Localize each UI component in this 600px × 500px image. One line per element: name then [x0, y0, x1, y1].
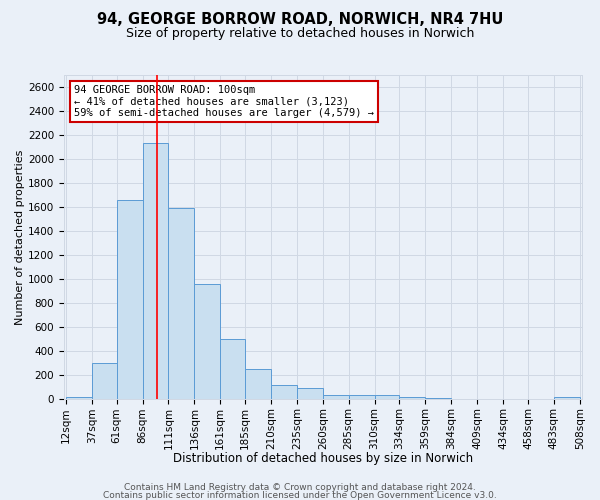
Bar — [116, 200, 143, 400]
Bar — [297, 388, 323, 400]
Bar — [66, 397, 92, 400]
Y-axis label: Number of detached properties: Number of detached properties — [15, 150, 25, 325]
Bar — [271, 385, 297, 400]
Text: Contains public sector information licensed under the Open Government Licence v3: Contains public sector information licen… — [103, 492, 497, 500]
Bar — [477, 399, 503, 400]
Bar — [451, 399, 477, 400]
Text: Contains HM Land Registry data © Crown copyright and database right 2024.: Contains HM Land Registry data © Crown c… — [124, 483, 476, 492]
Bar — [349, 396, 374, 400]
Bar — [194, 284, 220, 400]
Text: 94, GEORGE BORROW ROAD, NORWICH, NR4 7HU: 94, GEORGE BORROW ROAD, NORWICH, NR4 7HU — [97, 12, 503, 28]
Bar — [220, 339, 245, 400]
Text: 94 GEORGE BORROW ROAD: 100sqm
← 41% of detached houses are smaller (3,123)
59% o: 94 GEORGE BORROW ROAD: 100sqm ← 41% of d… — [74, 84, 374, 118]
Text: Size of property relative to detached houses in Norwich: Size of property relative to detached ho… — [126, 28, 474, 40]
Bar — [554, 397, 580, 400]
Bar — [169, 208, 194, 400]
Bar — [374, 396, 400, 400]
Bar — [425, 398, 451, 400]
Bar — [503, 399, 528, 400]
Bar — [245, 370, 271, 400]
X-axis label: Distribution of detached houses by size in Norwich: Distribution of detached houses by size … — [173, 452, 473, 465]
Bar — [92, 364, 116, 400]
Bar — [323, 394, 349, 400]
Bar — [143, 144, 169, 400]
Bar — [400, 397, 425, 400]
